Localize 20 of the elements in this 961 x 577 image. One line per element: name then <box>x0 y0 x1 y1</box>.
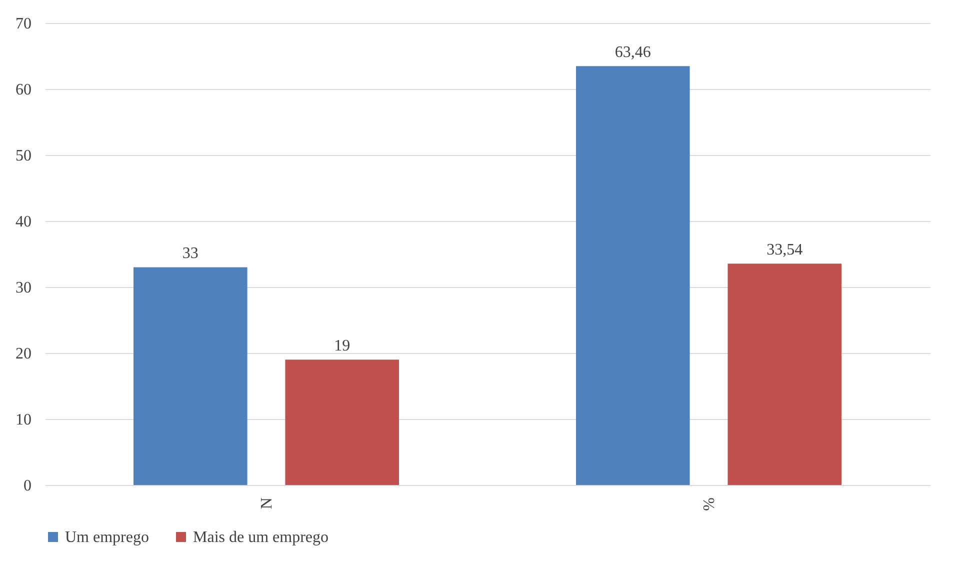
y-tick-label: 70 <box>16 16 32 32</box>
y-tick-label: 0 <box>24 478 32 494</box>
x-tick-label: N <box>258 497 276 510</box>
data-label: 33,54 <box>766 242 803 259</box>
y-tick-label: 40 <box>16 214 32 230</box>
bar <box>728 264 842 485</box>
y-tick-label: 50 <box>16 148 32 164</box>
data-label: 19 <box>334 338 350 355</box>
y-tick-label: 30 <box>16 280 32 296</box>
data-label: 63,46 <box>614 44 651 62</box>
legend-label: Um emprego <box>65 529 149 546</box>
legend-label: Mais de um emprego <box>193 529 329 546</box>
bar <box>576 66 690 485</box>
y-tick-label: 60 <box>16 82 32 98</box>
y-tick-label: 10 <box>16 412 32 428</box>
bar <box>134 267 248 485</box>
x-tick-label: % <box>700 498 718 511</box>
y-tick-label: 20 <box>16 346 32 362</box>
bar <box>285 360 399 485</box>
data-label: 33 <box>182 245 198 262</box>
